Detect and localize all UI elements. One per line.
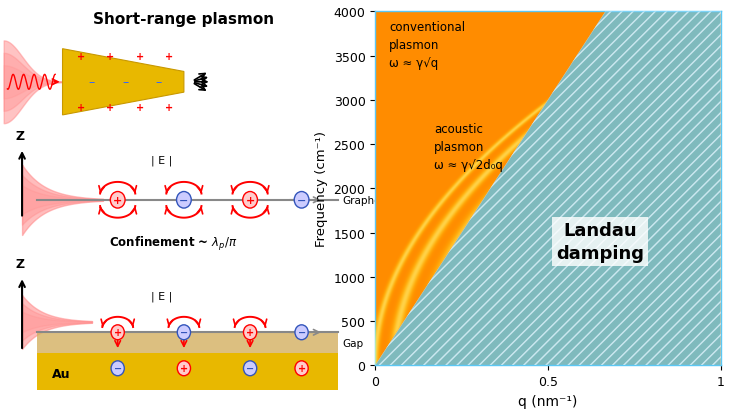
Circle shape: [243, 192, 258, 209]
Polygon shape: [62, 50, 184, 116]
Text: conventional
plasmon
ω ≈ γ√q: conventional plasmon ω ≈ γ√q: [389, 21, 465, 70]
Circle shape: [111, 192, 125, 209]
Text: | E |: | E |: [151, 155, 172, 165]
Circle shape: [178, 361, 190, 376]
Text: Z: Z: [16, 130, 25, 142]
Bar: [37, 332, 338, 353]
Text: +: +: [77, 103, 85, 113]
Text: | E |: | E |: [151, 291, 172, 301]
Circle shape: [111, 361, 124, 376]
Text: +: +: [77, 52, 85, 62]
Text: +: +: [246, 328, 254, 337]
Text: Confinement ~ $\lambda_p/\pi$: Confinement ~ $\lambda_p/\pi$: [108, 235, 237, 253]
Circle shape: [177, 192, 191, 209]
Circle shape: [294, 192, 309, 209]
Text: –: –: [89, 76, 95, 89]
Text: −: −: [180, 328, 188, 337]
Text: +: +: [136, 103, 144, 113]
Text: +: +: [180, 363, 188, 373]
Text: acoustic
plasmon
ω ≈ γ√2d₀q: acoustic plasmon ω ≈ γ√2d₀q: [434, 123, 503, 172]
Text: −: −: [297, 195, 306, 205]
Text: +: +: [297, 363, 305, 373]
Text: Z: Z: [16, 258, 25, 271]
Text: +: +: [165, 52, 173, 62]
Text: +: +: [114, 328, 122, 337]
Circle shape: [178, 325, 190, 340]
Text: Landau
damping: Landau damping: [556, 222, 643, 262]
Text: +: +: [136, 52, 144, 62]
Text: −: −: [114, 363, 122, 373]
Text: −: −: [179, 195, 189, 205]
Text: –: –: [122, 76, 129, 89]
Text: Au: Au: [51, 367, 70, 380]
Y-axis label: Frequency (cm⁻¹): Frequency (cm⁻¹): [315, 131, 328, 247]
Circle shape: [244, 361, 257, 376]
Circle shape: [295, 325, 308, 340]
Text: Gap: Gap: [342, 338, 363, 348]
X-axis label: q (nm⁻¹): q (nm⁻¹): [519, 394, 577, 408]
Circle shape: [244, 325, 257, 340]
Text: +: +: [106, 52, 114, 62]
Text: +: +: [106, 103, 114, 113]
Text: Graphene: Graphene: [342, 195, 394, 205]
Text: +: +: [245, 195, 255, 205]
Text: +: +: [165, 103, 173, 113]
Circle shape: [111, 325, 124, 340]
Text: –: –: [155, 76, 161, 89]
Text: −: −: [297, 328, 305, 337]
Text: −: −: [246, 363, 254, 373]
Circle shape: [295, 361, 308, 376]
Text: +: +: [113, 195, 123, 205]
Bar: [37, 353, 338, 390]
Text: Short-range plasmon: Short-range plasmon: [94, 12, 274, 27]
